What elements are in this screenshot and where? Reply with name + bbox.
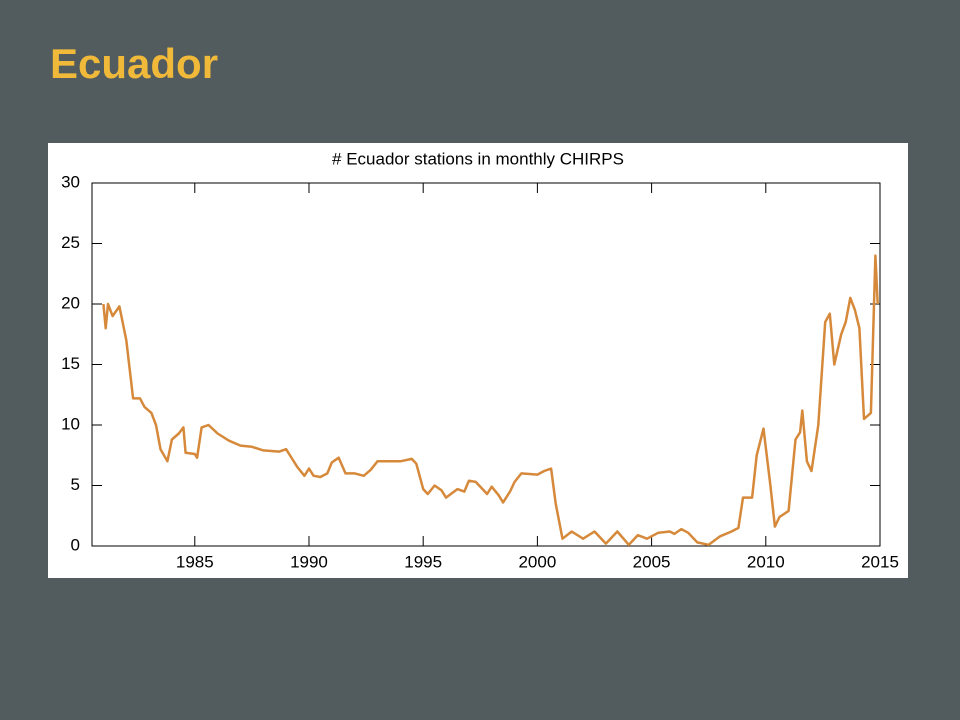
y-tick-label: 5: [71, 475, 80, 494]
x-tick-label: 2000: [518, 552, 556, 571]
x-tick-label: 1990: [290, 552, 328, 571]
y-tick-label: 30: [61, 172, 80, 191]
x-tick-label: 1985: [176, 552, 214, 571]
data-line: [102, 254, 879, 547]
y-tick-label: 20: [61, 293, 80, 312]
slide-title: Ecuador: [50, 40, 219, 87]
chart: # Ecuador stations in monthly CHIRPS 0 5 1…: [48, 143, 908, 578]
x-tick-label: 2015: [861, 552, 899, 571]
y-tick-label: 0: [71, 535, 80, 554]
y-tick-label: 10: [61, 414, 80, 433]
x-tick-label: 1995: [404, 552, 442, 571]
y-tick-label: 15: [61, 354, 80, 373]
x-tick-label: 2010: [747, 552, 785, 571]
y-tick-label: 25: [61, 233, 80, 252]
chart-background: [48, 143, 908, 578]
chart-title: # Ecuador stations in monthly CHIRPS: [332, 149, 624, 168]
x-tick-label: 2005: [633, 552, 671, 571]
